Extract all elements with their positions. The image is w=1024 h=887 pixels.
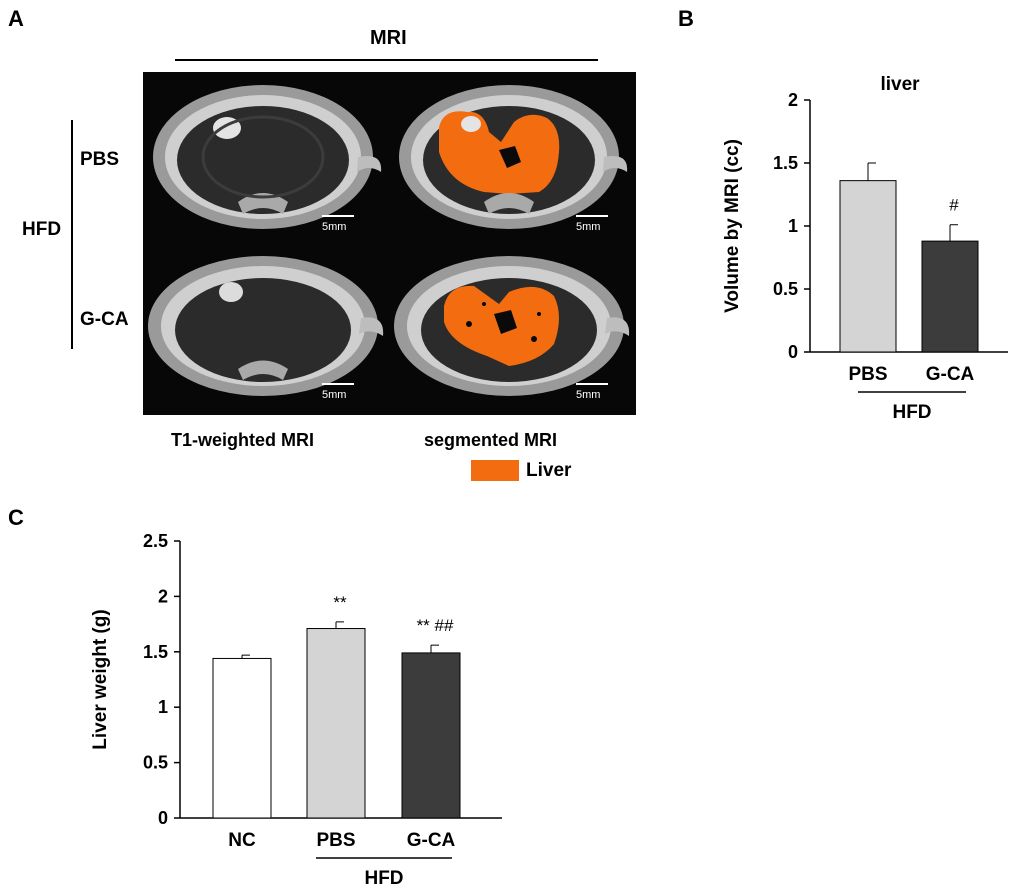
row-label-gca: G-CA bbox=[80, 309, 129, 330]
y-tick-label: 1 bbox=[158, 697, 168, 717]
panel-label-a: A bbox=[8, 6, 24, 31]
x-tick-label: G-CA bbox=[926, 364, 975, 385]
hfd-row-label: HFD bbox=[22, 219, 62, 240]
y-tick-label: 0.5 bbox=[143, 753, 168, 773]
significance-label: # bbox=[949, 196, 959, 215]
group-label: HFD bbox=[892, 402, 931, 423]
legend-liver-swatch bbox=[471, 460, 519, 481]
scale-bar-line-2 bbox=[576, 215, 608, 217]
y-axis-label: Liver weight (g) bbox=[90, 609, 111, 749]
scale-bar-text-2: 5mm bbox=[576, 221, 601, 233]
y-tick-label: 0 bbox=[158, 808, 168, 828]
x-tick-label: NC bbox=[228, 830, 256, 851]
y-tick-label: 2.5 bbox=[143, 531, 168, 551]
column-label-segmented: segmented MRI bbox=[424, 430, 558, 450]
scale-bar-line-1 bbox=[322, 215, 354, 217]
bar-pbs bbox=[839, 180, 897, 353]
y-tick-label: 1 bbox=[788, 216, 798, 236]
hfd-bracket-line bbox=[71, 120, 73, 349]
mri-header: MRI bbox=[370, 27, 407, 49]
bar-g-ca bbox=[401, 652, 461, 819]
y-tick-label: 0 bbox=[788, 342, 798, 362]
chart-b: 0 0.5 1 1.5 2 Volume by MRI (cc) liver PBS # G-CA… bbox=[722, 74, 1008, 423]
scale-bar-text-4: 5mm bbox=[576, 389, 601, 401]
mri-t1-gca-image bbox=[148, 256, 384, 396]
scale-bar-line-3 bbox=[322, 383, 354, 385]
y-axis-label: Volume by MRI (cc) bbox=[722, 139, 743, 313]
legend-liver-label: Liver bbox=[526, 460, 572, 481]
y-tick-label: 2 bbox=[158, 586, 168, 606]
y-tick-label: 0.5 bbox=[773, 279, 798, 299]
bar-g-ca bbox=[921, 240, 979, 353]
significance-label: ** ## bbox=[417, 616, 454, 635]
mri-header-line bbox=[175, 59, 598, 61]
row-label-pbs: PBS bbox=[80, 149, 120, 170]
chart-c: 0 0.5 1 1.5 2 2.5 Liver weight (g) NC ** PBS ** ##… bbox=[90, 531, 502, 885]
chart-title: liver bbox=[880, 74, 920, 95]
x-tick-label: PBS bbox=[316, 830, 355, 851]
y-tick-label: 1.5 bbox=[773, 153, 798, 173]
significance-label: ** bbox=[333, 593, 347, 612]
mri-image-grid: 5mm 5mm 5mm 5mm bbox=[143, 72, 636, 415]
x-tick-label: PBS bbox=[848, 364, 887, 385]
panel-label-c: C bbox=[8, 505, 24, 530]
y-tick-label: 2 bbox=[788, 90, 798, 110]
mri-segmented-pbs-image bbox=[399, 85, 628, 229]
mri-t1-pbs-image bbox=[153, 85, 382, 229]
mri-segmented-gca-image bbox=[394, 256, 630, 396]
bar-pbs bbox=[306, 628, 366, 819]
group-label: HFD bbox=[364, 868, 403, 885]
bar-nc bbox=[212, 657, 272, 819]
x-tick-label: G-CA bbox=[407, 830, 456, 851]
scale-bar-text-1: 5mm bbox=[322, 221, 347, 233]
column-label-t1: T1-weighted MRI bbox=[171, 430, 314, 450]
scale-bar-line-4 bbox=[576, 383, 608, 385]
panel-label-b: B bbox=[678, 6, 694, 31]
y-tick-label: 1.5 bbox=[143, 642, 168, 662]
scale-bar-text-3: 5mm bbox=[322, 389, 347, 401]
